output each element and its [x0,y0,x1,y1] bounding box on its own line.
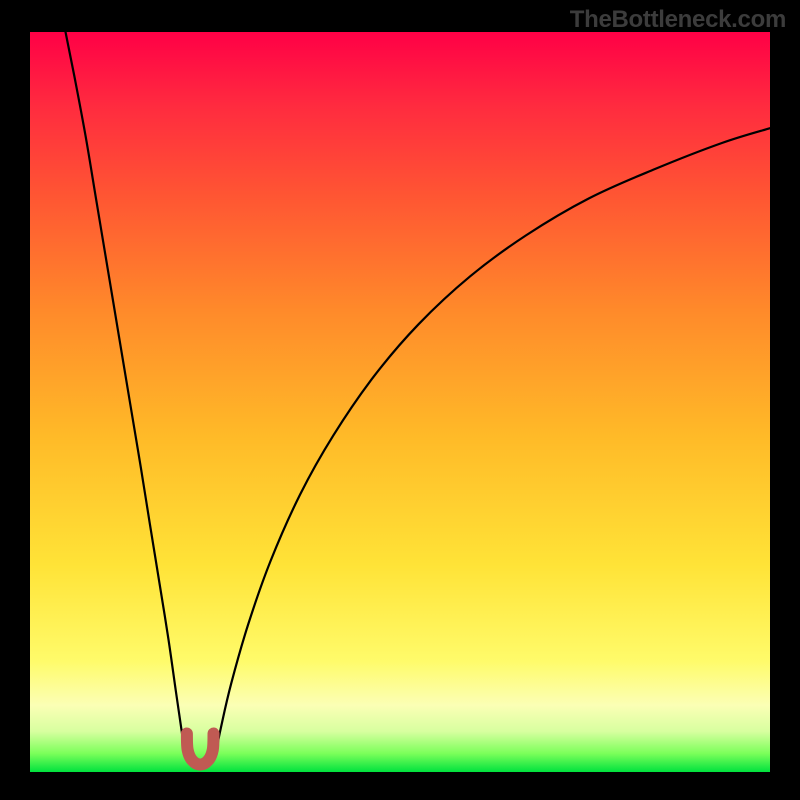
watermark-text: TheBottleneck.com [570,6,786,34]
valley-marker [30,32,770,772]
plot-area [30,32,770,772]
chart-root: { "watermark": { "text": "TheBottleneck.… [0,0,800,800]
plot-inner [30,32,770,772]
